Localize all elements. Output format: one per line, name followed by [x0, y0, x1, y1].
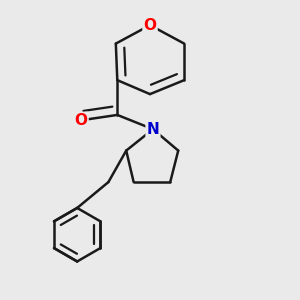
- Text: O: O: [143, 18, 157, 33]
- Text: N: N: [147, 122, 159, 137]
- Text: O: O: [74, 113, 88, 128]
